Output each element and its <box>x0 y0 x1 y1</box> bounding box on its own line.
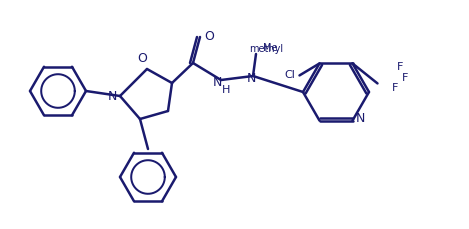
Text: F: F <box>392 83 399 93</box>
Text: methyl: methyl <box>249 44 283 54</box>
Text: Cl: Cl <box>284 71 295 80</box>
Text: Me: Me <box>263 43 277 53</box>
Text: N: N <box>212 76 222 88</box>
Text: N: N <box>356 112 365 125</box>
Text: H: H <box>222 85 230 95</box>
Text: O: O <box>137 52 147 65</box>
Text: O: O <box>204 30 214 44</box>
Text: F: F <box>397 63 404 72</box>
Text: F: F <box>402 74 408 83</box>
Text: N: N <box>107 90 117 103</box>
Text: N: N <box>246 71 256 85</box>
